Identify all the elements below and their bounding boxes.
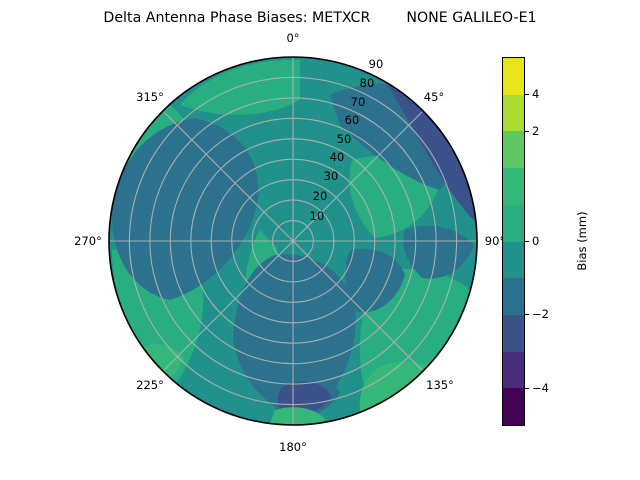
- colorbar-swatch-0: [503, 241, 524, 279]
- page-title: Delta Antenna Phase Biases: METXCR NONE …: [103, 10, 537, 26]
- radial-tick-40: 40: [329, 150, 345, 164]
- colorbar-tick-0: 0: [532, 234, 540, 248]
- colorbar-tick-neg4: −4: [532, 381, 549, 395]
- contour-data: [109, 57, 477, 425]
- colorbar-tick-4: 4: [532, 87, 540, 101]
- colorbar-tickmark-2: [524, 131, 529, 133]
- angular-tick-45: 45°: [423, 90, 445, 104]
- colorbar-swatch-1: [503, 204, 524, 242]
- polar-grid: [109, 57, 477, 425]
- angular-tick-135: 135°: [426, 378, 454, 392]
- colorbar-swatch-4: [503, 94, 524, 132]
- colorbar-tick-neg2: −2: [532, 307, 549, 321]
- angular-tick-90: 90°: [484, 234, 506, 248]
- angular-tick-0: 0°: [286, 31, 300, 45]
- colorbar-tickmark-4: [524, 94, 529, 96]
- colorbar-swatch-3: [503, 131, 524, 169]
- angular-tick-270: 270°: [74, 234, 102, 248]
- colorbar-axis-label: Bias (mm): [575, 211, 589, 271]
- colorbar-swatch-neg1: [503, 278, 524, 315]
- colorbar-tickmark-0: [524, 241, 529, 243]
- radial-tick-20: 20: [312, 189, 328, 203]
- radial-tick-80: 80: [359, 76, 375, 90]
- colorbar-tick-2: 2: [532, 124, 540, 138]
- polar-outline: [108, 56, 478, 426]
- radial-tick-60: 60: [344, 113, 360, 127]
- radial-tick-90: 90: [368, 57, 384, 71]
- radial-tick-50: 50: [336, 132, 352, 146]
- radial-tick-30: 30: [323, 169, 339, 183]
- colorbar: [502, 57, 525, 426]
- angular-tick-225: 225°: [136, 378, 164, 392]
- colorbar-swatch-2: [503, 168, 524, 205]
- radial-tick-70: 70: [350, 95, 366, 109]
- colorbar-swatch-neg2: [503, 314, 524, 352]
- colorbar-swatch-neg3: [503, 351, 524, 389]
- angular-tick-180: 180°: [279, 440, 307, 454]
- colorbar-tickmark-neg4: [524, 388, 529, 390]
- colorbar-swatch-5: [503, 58, 524, 95]
- radial-tick-10: 10: [309, 209, 325, 223]
- angular-tick-315: 315°: [136, 90, 164, 104]
- colorbar-swatch-neg4: [503, 388, 524, 425]
- colorbar-tickmark-neg2: [524, 314, 529, 316]
